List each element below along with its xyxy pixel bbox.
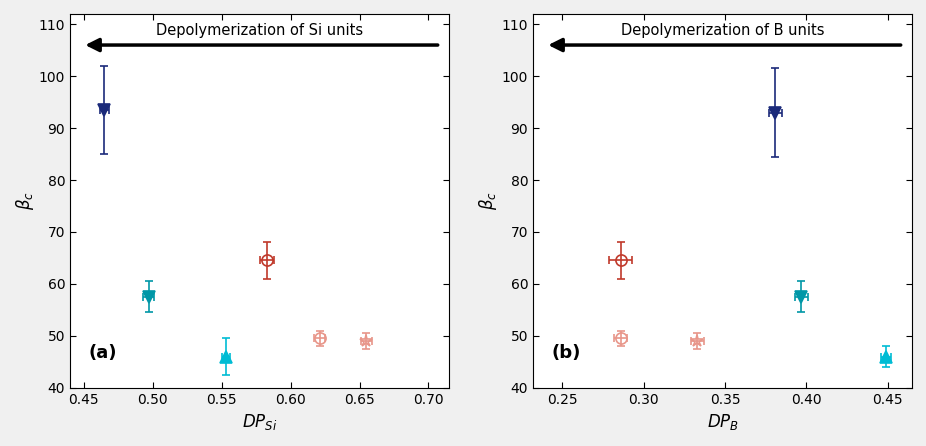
Y-axis label: $\beta_c$: $\beta_c$ xyxy=(477,191,499,210)
Text: Depolymerization of Si units: Depolymerization of Si units xyxy=(156,23,363,37)
Y-axis label: $\beta_c$: $\beta_c$ xyxy=(14,191,36,210)
X-axis label: $DP_{Si}$: $DP_{Si}$ xyxy=(242,412,277,432)
Text: (b): (b) xyxy=(552,343,582,362)
X-axis label: $DP_{B}$: $DP_{B}$ xyxy=(707,412,739,432)
Text: Depolymerization of B units: Depolymerization of B units xyxy=(620,23,824,37)
Text: (a): (a) xyxy=(89,343,118,362)
